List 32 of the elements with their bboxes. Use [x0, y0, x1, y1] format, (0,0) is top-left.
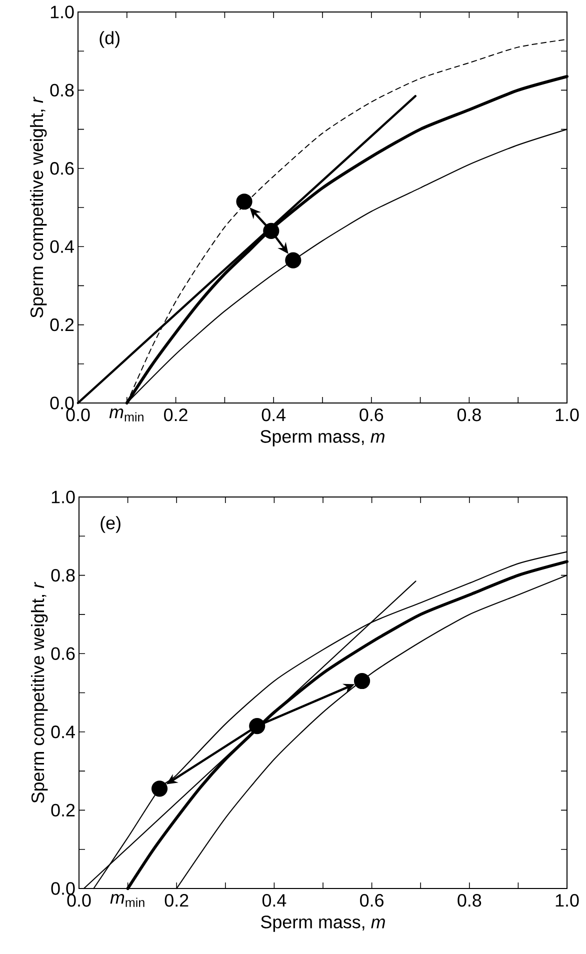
- y-tick-label: 1.0: [52, 490, 75, 504]
- x-axis-title: Sperm mass, m: [261, 916, 385, 932]
- y-tick-label: 0.6: [50, 162, 74, 175]
- x-tick-label: 0.2: [164, 408, 188, 422]
- x-tick-label: 0.0: [66, 408, 90, 422]
- y-tick-label: 0.0: [51, 882, 75, 895]
- y-tick-label: 0.4: [50, 240, 74, 253]
- x-tick-label: 0.2: [164, 894, 188, 907]
- x-axis-title: Sperm mass, m: [260, 430, 384, 446]
- y-tick-label: 0.8: [51, 568, 75, 582]
- x-tick-label: 0.6: [360, 894, 384, 907]
- y-tick-label: 0.6: [51, 647, 75, 660]
- y-tick-label: 1.0: [50, 6, 74, 18]
- y-tick-label: 0.4: [51, 726, 75, 738]
- y-tick-label: 0.0: [50, 396, 74, 410]
- annotation: (e): [100, 516, 120, 533]
- x-tick-label: 0.8: [458, 894, 482, 907]
- y-axis-title: Sperm competitive weight, r: [30, 582, 48, 803]
- x-tick-label: 0.0: [67, 894, 91, 907]
- y-tick-label: 0.2: [51, 804, 75, 817]
- y-axis-title: Sperm competitive weight, r: [30, 96, 47, 318]
- y-tick-label: 0.8: [50, 84, 74, 97]
- x-tick-label: m$_{min}$: [110, 894, 144, 907]
- x-tick-label: 0.4: [262, 894, 286, 907]
- x-tick-label: 0.8: [457, 408, 481, 422]
- x-tick-label: m$_{min}$: [109, 408, 144, 422]
- x-tick-label: 1.0: [556, 408, 579, 422]
- x-tick-label: 0.6: [360, 408, 384, 422]
- annotation: (d): [100, 31, 120, 48]
- x-tick-label: 1.0: [556, 894, 579, 907]
- y-tick-label: 0.2: [50, 318, 74, 332]
- x-tick-label: 0.4: [262, 408, 286, 422]
